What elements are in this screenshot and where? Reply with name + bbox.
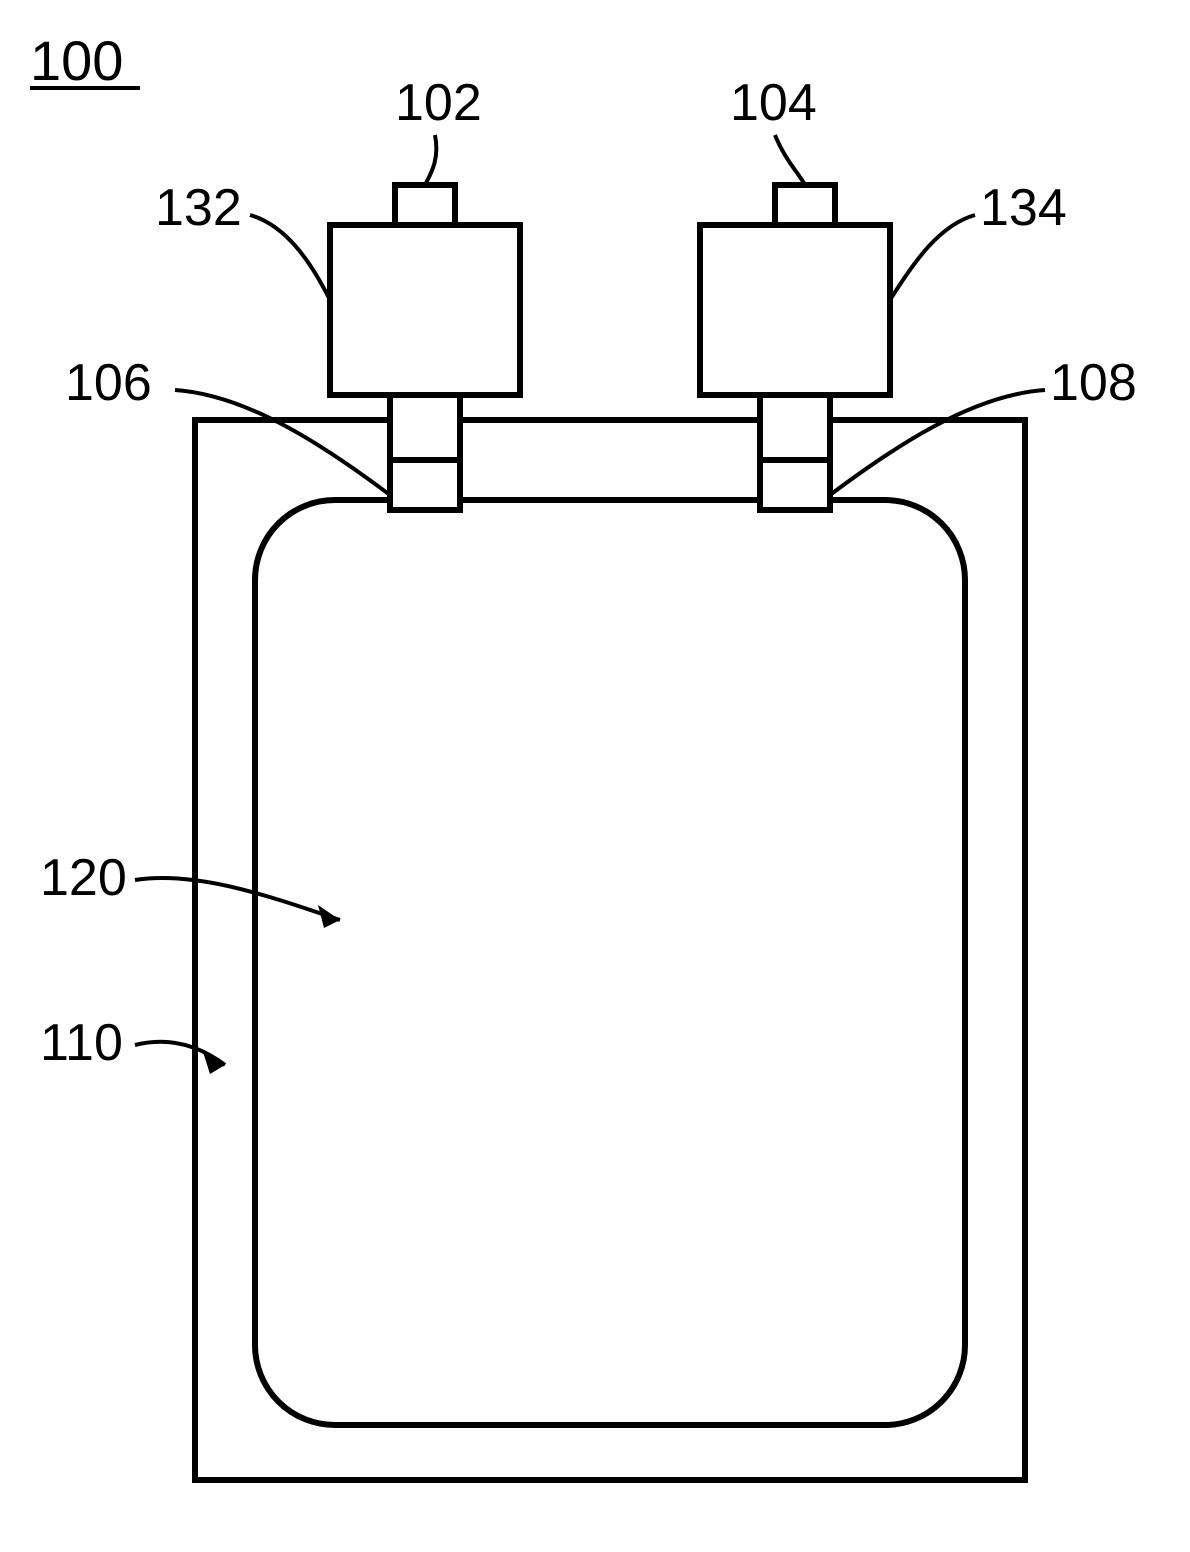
left-terminal-stem	[390, 395, 460, 510]
label-106: 106	[65, 354, 152, 412]
label-102: 102	[395, 74, 482, 132]
label-132: 132	[155, 179, 242, 237]
left-terminal-body	[330, 225, 520, 395]
leader-104	[775, 135, 805, 185]
leader-108	[830, 390, 1045, 495]
leader-132	[250, 215, 330, 300]
label-120: 120	[40, 849, 127, 907]
label-110: 110	[40, 1014, 123, 1072]
right-terminal-body	[700, 225, 890, 395]
label-108: 108	[1050, 354, 1137, 412]
outer-case	[195, 420, 1025, 1480]
leader-102	[425, 135, 436, 185]
label-100-title: 100	[30, 29, 123, 92]
leader-106	[175, 390, 390, 495]
label-104: 104	[730, 74, 817, 132]
left-terminal-cap	[395, 185, 455, 225]
leader-120	[135, 878, 340, 920]
inner-cell	[255, 500, 965, 1425]
right-terminal-stem	[760, 395, 830, 510]
arrow-120	[318, 905, 340, 928]
right-terminal-cap	[775, 185, 835, 225]
leader-134	[890, 215, 975, 300]
label-134: 134	[980, 179, 1067, 237]
